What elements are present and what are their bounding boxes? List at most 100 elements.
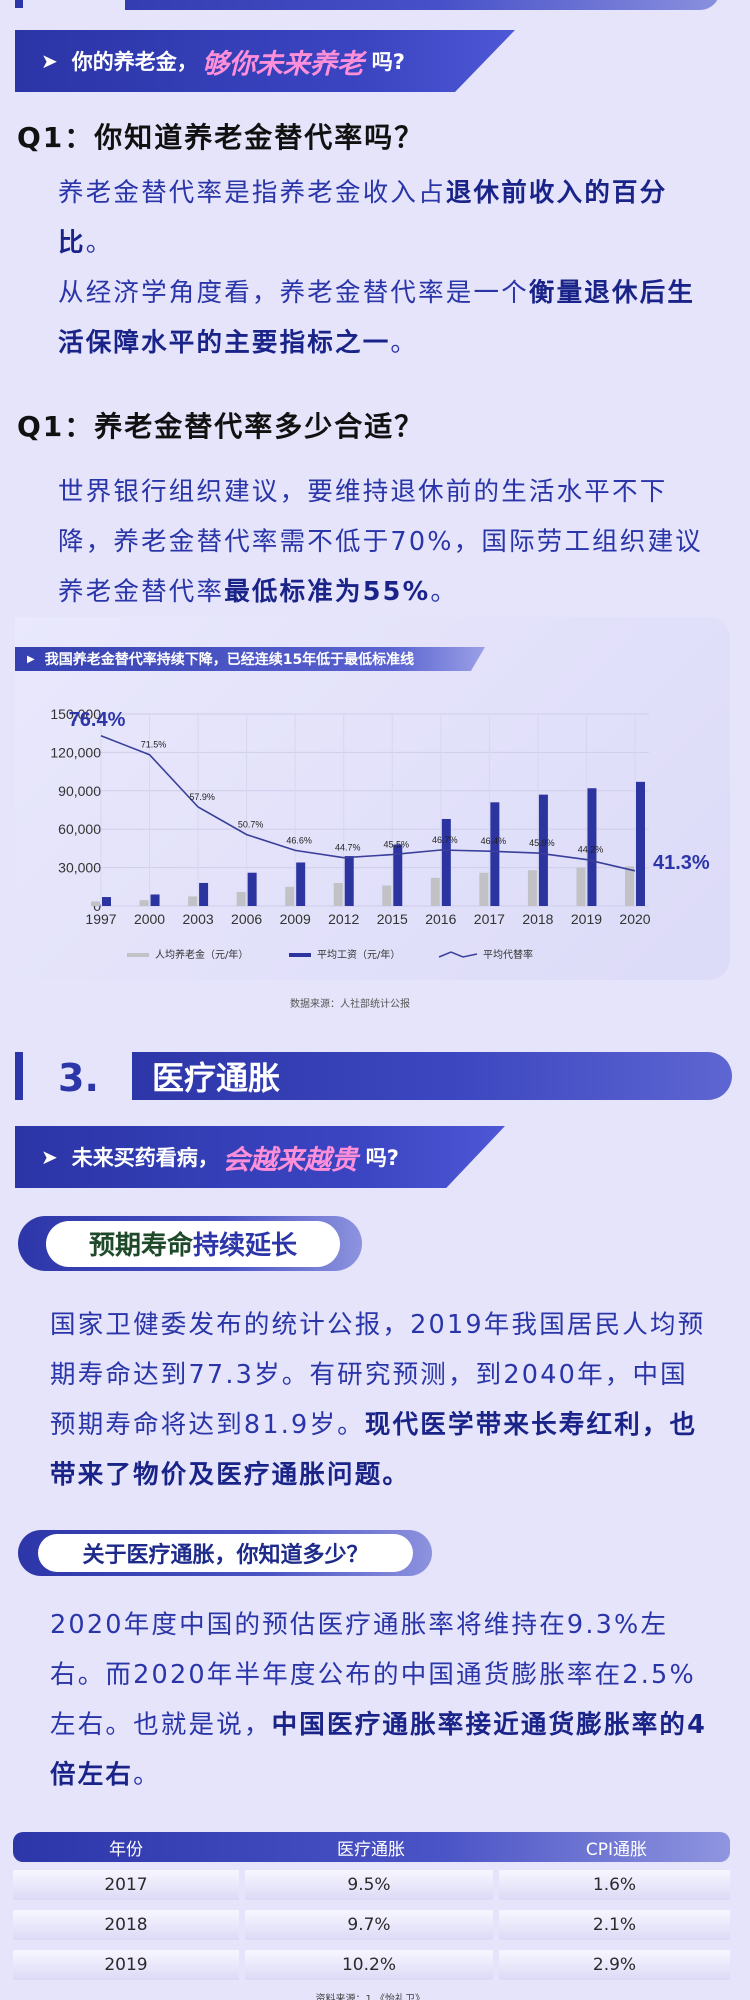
tag-medical-inflation-inner: 关于医疗通胀，你知道多少？ — [38, 1534, 413, 1572]
medical-p2-end: 。 — [133, 1760, 161, 1790]
medical-paragraph-2: 2020年度中国的预估医疗通胀率将维持在9.3%左右。而2020年半年度公布的中… — [50, 1600, 710, 1800]
q2-paragraph: 世界银行组织建议，要维持退休前的生活水平不下降，养老金替代率需不低于70%，国际… — [58, 467, 708, 617]
x-tick-label: 2006 — [231, 911, 262, 927]
previous-section-accent-bar — [15, 0, 23, 8]
y-tick-label: 90,000 — [58, 783, 101, 799]
q1-p1-text: 养老金替代率是指养老金收入占 — [58, 178, 446, 208]
tag-life-expectancy: 预期寿命 持续延长 — [18, 1216, 362, 1271]
q1-p2-text: 从经济学角度看，养老金替代率是一个 — [58, 278, 529, 308]
legend-label-wage: 平均工资（元/年） — [317, 948, 400, 961]
table-cell: 10.2% — [245, 1950, 493, 1980]
bar-pension — [430, 877, 440, 906]
x-tick-label: 2018 — [522, 911, 553, 927]
bar-pension — [479, 872, 489, 906]
chart-title-text: 我国养老金替代率持续下降，已经连续15年低于最低标准线 — [44, 652, 415, 668]
rate-label: 46.4% — [481, 836, 507, 846]
rate-label-last: 41.3% — [653, 852, 710, 874]
rate-label: 44.2% — [578, 845, 604, 855]
bar-wage — [199, 882, 209, 906]
bar-wage — [636, 781, 645, 906]
medical-p2-text: 2020年度中国的预估医疗通胀率将维持在9.3%左右。而2020年半年度公布的中… — [50, 1610, 696, 1740]
rate-label-first: 76.4% — [69, 709, 126, 731]
banner-prefix: 你的养老金， — [71, 50, 198, 74]
banner-highlight: 够你未来养老 — [201, 48, 364, 80]
medical-p1-text: 国家卫健委发布的统计公报，2019年我国居民人均预期寿命达到77.3岁。有研究预… — [50, 1310, 706, 1440]
medical-p2-bold: 中国医疗通胀率接近通货膨胀率的4倍左右 — [50, 1710, 708, 1790]
replacement-rate-line — [100, 735, 636, 872]
x-tick-label: 2020 — [619, 911, 650, 927]
q2-text: 世界银行组织建议，要维持退休前的生活水平不下降，养老金替代率需不低于70%，国际… — [58, 477, 703, 607]
x-tick-label: 2016 — [425, 911, 456, 927]
banner-suffix: 吗? — [371, 50, 405, 74]
x-tick-label: 2019 — [571, 911, 602, 927]
table-cell: 2019 — [13, 1950, 239, 1980]
section-title: 医疗通胀 — [132, 1052, 732, 1100]
x-tick-label: 2009 — [280, 911, 311, 927]
chart-source: 数据来源：人社部统计公报 — [290, 999, 410, 1010]
q1-p1-bold: 退休前收入的百分比 — [58, 178, 668, 258]
bar-pension — [285, 886, 295, 906]
table-cell: 2018 — [13, 1910, 239, 1940]
bar-wage — [490, 802, 500, 906]
legend-swatch-pension — [127, 953, 149, 957]
q1-p2-bold: 衡量退休后生活保障水平的主要指标之一 — [58, 278, 696, 358]
bar-pension — [333, 882, 343, 906]
chevron-right-icon: ➤ — [41, 1145, 58, 1169]
q2-end: 。 — [430, 577, 459, 607]
bar-wage — [344, 856, 354, 906]
legend-swatch-rate — [438, 951, 478, 958]
bar-wage — [587, 788, 597, 906]
medical-paragraph-1: 国家卫健委发布的统计公报，2019年我国居民人均预期寿命达到77.3岁。有研究预… — [50, 1300, 710, 1500]
bar-wage — [296, 862, 306, 906]
table-header-cpi: CPI通胀 — [585, 1839, 648, 1860]
rate-label: 45.9% — [529, 838, 555, 848]
table-header-medical: 医疗通胀 — [337, 1839, 405, 1860]
bar-wage — [393, 844, 403, 906]
previous-section-number-area — [15, 0, 125, 10]
q1-paragraph-2: 从经济学角度看，养老金替代率是一个衡量退休后生活保障水平的主要指标之一。 — [58, 268, 708, 368]
previous-section-header — [15, 0, 720, 10]
rate-label: 46.7% — [432, 835, 458, 845]
table-cell: 9.5% — [245, 1870, 493, 1900]
bar-wage — [102, 897, 111, 906]
chart-title: ▶ 我国养老金替代率持续下降，已经连续15年低于最低标准线 — [15, 647, 485, 671]
banner-highlight: 会越来越贵 — [222, 1144, 358, 1176]
bar-pension — [382, 885, 392, 906]
y-tick-label: 150,000 — [50, 706, 101, 722]
tag-medical-inflation: 关于医疗通胀，你知道多少？ — [18, 1530, 432, 1576]
rate-label: 45.5% — [384, 840, 410, 850]
table-cell: 1.6% — [499, 1870, 730, 1900]
bar-wage — [247, 872, 257, 906]
x-tick-label: 2012 — [328, 911, 359, 927]
y-tick-label: 120,000 — [50, 744, 101, 760]
pension-chart: 030,00060,00090,000120,000150,0001997200… — [50, 706, 710, 961]
q1-paragraph-1: 养老金替代率是指养老金收入占退休前收入的百分比。 — [58, 168, 708, 268]
x-tick-label: 2003 — [183, 911, 214, 927]
q1-title: Q1：你知道养老金替代率吗？ — [17, 121, 425, 154]
bar-pension — [576, 867, 586, 906]
y-tick-label: 30,000 — [58, 860, 101, 876]
bar-pension — [527, 870, 537, 906]
banner-prefix: 未来买药看病， — [71, 1146, 219, 1170]
rate-label: 46.6% — [286, 835, 312, 845]
y-tick-label: 60,000 — [58, 821, 101, 837]
rate-label: 57.9% — [189, 792, 215, 802]
chart-card — [15, 617, 730, 980]
x-tick-label: 2017 — [474, 911, 505, 927]
table-cell: 9.7% — [245, 1910, 493, 1940]
tag-text-a: 预期寿命 — [88, 1231, 193, 1261]
bar-pension — [625, 866, 634, 906]
table-cell: 2.9% — [499, 1950, 730, 1980]
table-cell: 2017 — [13, 1870, 239, 1900]
bar-pension — [139, 900, 149, 906]
bar-pension — [91, 901, 100, 906]
bar-pension — [188, 896, 198, 906]
table-cell: 2.1% — [499, 1910, 730, 1940]
rate-label: 44.7% — [335, 843, 361, 853]
section-accent-bar — [15, 1052, 23, 1100]
legend-label-rate: 平均代替率 — [483, 948, 533, 961]
legend-swatch-wage — [289, 953, 311, 957]
q2-title: Q1：养老金替代率多少合适？ — [17, 410, 425, 443]
q2-bold: 最低标准为55% — [224, 577, 431, 607]
rate-label: 50.7% — [238, 820, 264, 830]
